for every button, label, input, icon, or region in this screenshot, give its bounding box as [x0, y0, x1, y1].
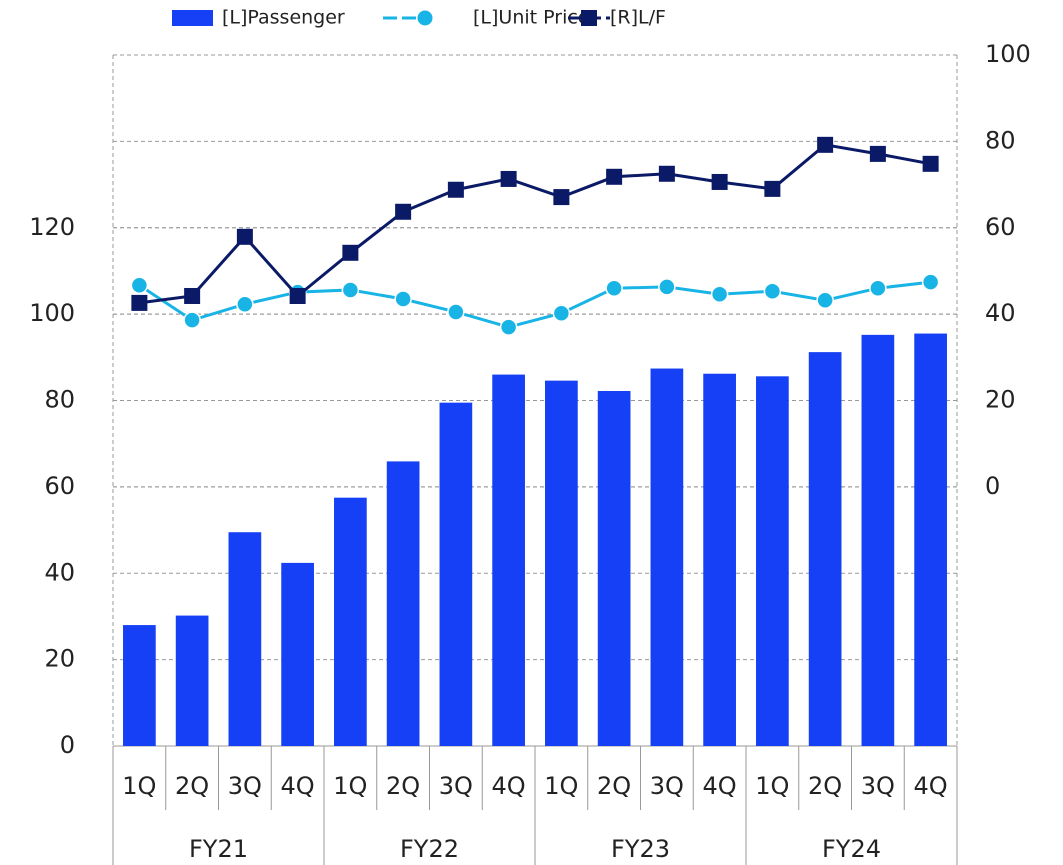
marker [658, 165, 675, 182]
bar [545, 380, 578, 746]
bar [597, 390, 631, 746]
bar [808, 352, 842, 746]
bar [914, 333, 947, 746]
x-tick-label: 2Q [386, 772, 420, 800]
y-tick-label: 40 [44, 558, 75, 586]
marker [341, 281, 360, 299]
y2-tick-label: 0 [985, 472, 1000, 500]
marker [605, 279, 623, 297]
marker [763, 282, 782, 300]
x-tick-label: 4Q [914, 772, 948, 800]
bar [334, 497, 367, 746]
legend-label: [L]Unit Price [473, 7, 589, 29]
bar [175, 615, 209, 746]
x-tick-label: 2Q [175, 772, 209, 800]
marker [710, 285, 729, 304]
marker [922, 155, 939, 172]
y-tick-label: 60 [44, 472, 75, 500]
bar [861, 334, 895, 746]
marker [395, 203, 412, 220]
x-tick-label: 3Q [650, 772, 684, 800]
group-label: FY24 [822, 835, 881, 863]
x-tick-label: 2Q [597, 772, 631, 800]
marker [552, 304, 571, 323]
bar [439, 402, 473, 746]
legend-label: [L]Passenger [222, 7, 345, 29]
bar [703, 373, 736, 746]
y2-tick-label: 20 [985, 386, 1016, 414]
legend-marker [581, 10, 597, 26]
marker [658, 278, 676, 296]
marker [606, 168, 623, 185]
marker [816, 291, 834, 310]
marker [553, 189, 570, 206]
marker [500, 170, 517, 187]
marker [130, 276, 149, 294]
marker [499, 318, 518, 336]
y2-tick-label: 60 [985, 213, 1016, 241]
y2-tick-label: 80 [985, 126, 1016, 154]
legend-label: [R]L/F [610, 7, 666, 29]
bar [492, 374, 525, 746]
x-tick-label: 4Q [281, 772, 315, 800]
marker [447, 181, 464, 198]
marker [184, 287, 201, 304]
x-tick-label: 1Q [333, 772, 367, 800]
marker [236, 295, 254, 313]
y-tick-label: 0 [60, 731, 75, 759]
bar [281, 562, 314, 746]
marker [289, 287, 306, 304]
y-tick-label: 100 [29, 299, 75, 327]
marker [764, 180, 781, 197]
marker [869, 145, 886, 162]
x-tick-label: 4Q [492, 772, 526, 800]
bar [386, 461, 420, 746]
x-tick-label: 2Q [808, 772, 842, 800]
x-tick-label: 3Q [861, 772, 895, 800]
line [139, 143, 931, 305]
bar [650, 368, 684, 746]
group-label: FY21 [189, 835, 248, 863]
marker [131, 294, 148, 311]
y2-tick-label: 100 [985, 40, 1031, 68]
marker [921, 273, 940, 291]
x-tick-label: 4Q [703, 772, 737, 800]
x-tick-label: 3Q [228, 772, 262, 800]
marker [711, 173, 728, 190]
marker [342, 244, 359, 261]
marker [236, 228, 253, 245]
bar [756, 376, 789, 746]
x-tick-label: 1Q [122, 772, 156, 800]
x-tick-label: 1Q [544, 772, 578, 800]
y-tick-label: 80 [44, 386, 75, 414]
marker [817, 136, 834, 153]
group-label: FY23 [611, 835, 670, 863]
y-tick-label: 120 [29, 213, 75, 241]
marker [869, 279, 887, 297]
legend-swatch [172, 10, 213, 26]
legend-marker [416, 9, 434, 27]
group-label: FY22 [400, 835, 459, 863]
line [138, 280, 931, 329]
marker [447, 303, 465, 321]
marker [183, 311, 201, 329]
bar [228, 532, 262, 746]
x-tick-label: 1Q [755, 772, 789, 800]
bar [123, 625, 156, 746]
y-tick-label: 20 [44, 645, 75, 673]
y2-tick-label: 40 [985, 299, 1016, 327]
marker [394, 290, 412, 308]
x-tick-label: 3Q [439, 772, 473, 800]
